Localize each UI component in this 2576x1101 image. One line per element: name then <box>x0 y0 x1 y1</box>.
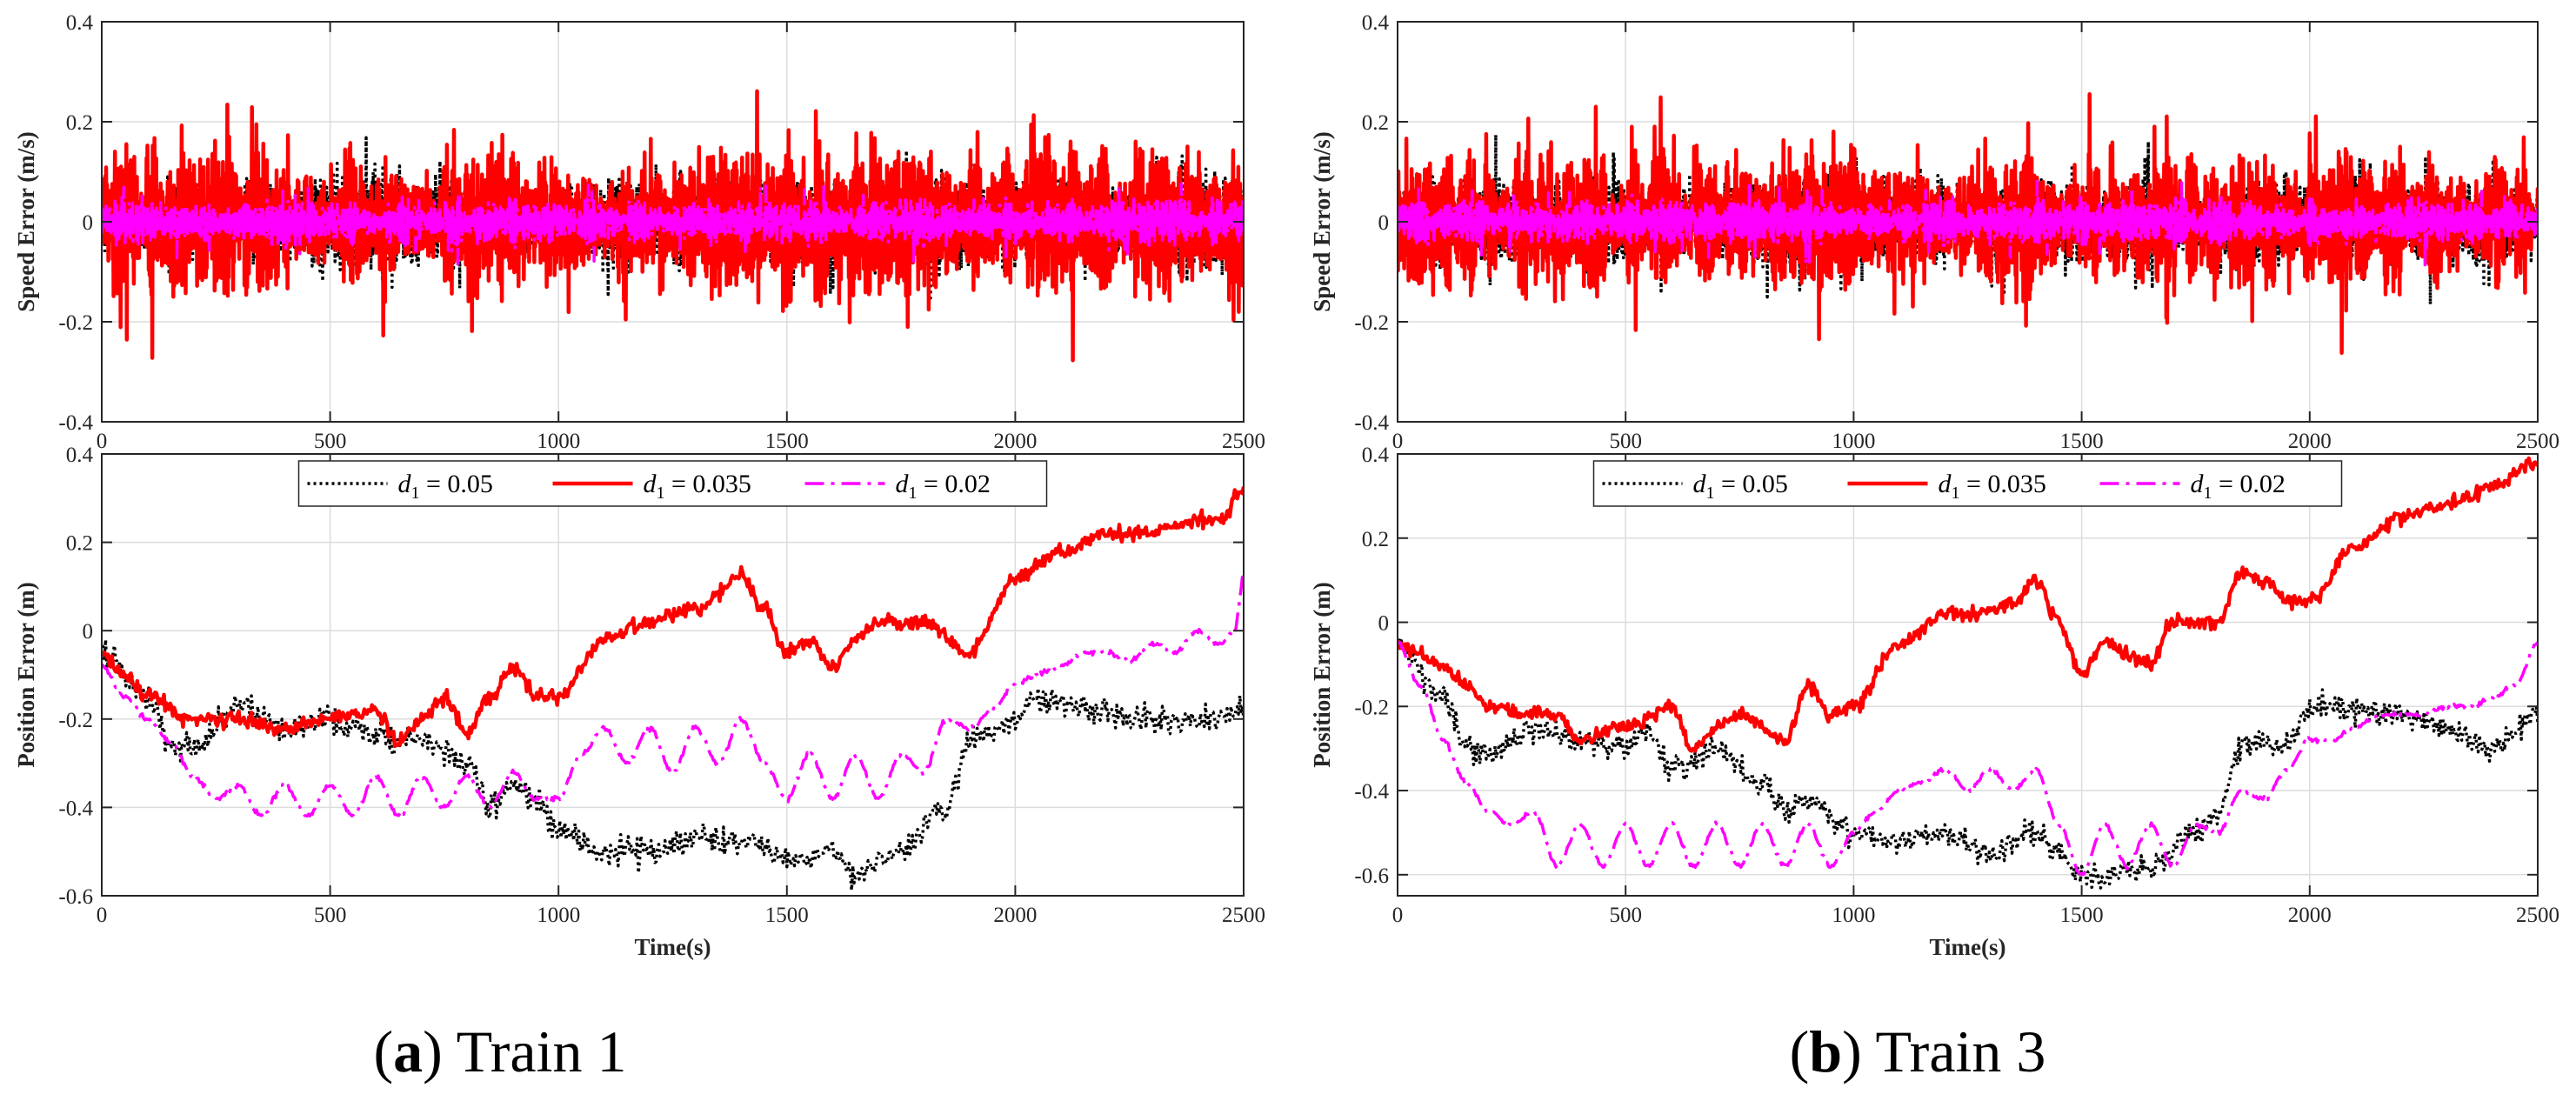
y-tick-label: -0.4 <box>58 797 93 820</box>
y-tick-label: 0.2 <box>1362 111 1389 135</box>
y-tick-label: 0.2 <box>66 111 93 135</box>
legend-label: d1 = 0.035 <box>1939 470 2046 503</box>
y-tick-label: 0 <box>1378 211 1390 235</box>
caption-b: (b) Train 3 <box>1790 1018 2046 1084</box>
x-tick-label: 0 <box>97 904 108 927</box>
x-tick-label: 1500 <box>2060 904 2104 927</box>
series-line-solid <box>1398 456 2538 753</box>
legend-label: d1 = 0.035 <box>644 470 751 503</box>
x-tick-label: 2500 <box>2516 430 2559 453</box>
panel-b-position: 0 500 1000 1500 2000 2500 -0.6 -0.4 -0.2 0 0.2 0.4 P… <box>1309 444 2559 960</box>
caption-b-label: b <box>1809 1018 1842 1084</box>
plot-area <box>1398 454 2538 896</box>
y-tick-label: -0.4 <box>1354 780 1389 804</box>
axes-frame <box>1397 453 2539 897</box>
legend: d1 = 0.05 d1 = 0.035 d1 = 0.02 <box>297 460 1048 507</box>
series-line-solid <box>102 486 1244 749</box>
series-line-dash-dot <box>102 575 1244 818</box>
y-axis-label: Position Error (m) <box>1309 582 1335 767</box>
legend-box <box>297 460 1048 507</box>
series-group <box>102 89 1244 363</box>
series-group <box>102 486 1244 892</box>
x-tick-label: 0 <box>97 430 108 453</box>
panel-a-position: 0 500 1000 1500 2000 2500 -0.6 -0.4 -0.2 0 0.2 0.4 P… <box>13 444 1265 960</box>
x-tick-label: 2500 <box>2516 904 2559 927</box>
caption-a-label: a <box>393 1018 423 1084</box>
series-line-dotted <box>102 637 1244 892</box>
legend-box <box>1592 460 2343 507</box>
x-tick-label: 2500 <box>1222 430 1265 453</box>
x-axis-label: Time(s) <box>1930 934 2006 960</box>
caption-a: (a) Train 1 <box>374 1018 627 1084</box>
x-tick-label: 1000 <box>537 904 580 927</box>
y-tick-label: 0.4 <box>1362 11 1390 35</box>
x-tick-label: 1000 <box>1832 430 1875 453</box>
y-tick-label: 0.4 <box>1362 444 1390 467</box>
caption-a-text: Train 1 <box>443 1018 627 1084</box>
y-tick-label: -0.6 <box>1354 864 1389 888</box>
legend: d1 = 0.05 d1 = 0.035 d1 = 0.02 <box>1592 460 2343 507</box>
series-line-dash-dot <box>102 182 1244 267</box>
y-axis-label: Speed Error (m/s) <box>1309 131 1335 311</box>
series-line-dash-dot <box>1398 640 2538 877</box>
plot-area <box>102 454 1244 896</box>
x-axis-label: Time(s) <box>635 934 711 960</box>
y-axis-label: Position Error (m) <box>13 582 39 767</box>
series-group <box>1398 92 2538 356</box>
x-tick-label: 500 <box>1609 430 1642 453</box>
x-tick-label: 1500 <box>765 904 809 927</box>
y-tick-label: 0 <box>83 211 94 235</box>
x-tick-label: 1500 <box>765 430 809 453</box>
y-tick-label: -0.4 <box>1354 411 1389 435</box>
x-tick-label: 1000 <box>537 430 580 453</box>
y-tick-label: 0.4 <box>66 11 94 35</box>
x-tick-label: 500 <box>1609 904 1642 927</box>
y-tick-label: 0.2 <box>66 532 93 556</box>
series-group <box>1398 456 2538 890</box>
caption-b-text: Train 3 <box>1862 1018 2046 1084</box>
y-tick-label: 0.2 <box>1362 528 1389 551</box>
series-line-dash-dot <box>1398 179 2538 270</box>
x-tick-label: 2000 <box>2288 430 2332 453</box>
y-tick-label: 0 <box>83 620 94 644</box>
y-tick-label: -0.2 <box>58 709 93 732</box>
y-tick-label: -0.2 <box>58 311 93 335</box>
x-tick-label: 2000 <box>993 430 1037 453</box>
x-tick-label: 1000 <box>1832 904 1875 927</box>
x-tick-label: 500 <box>314 904 347 927</box>
x-tick-label: 2000 <box>2288 904 2332 927</box>
y-tick-label: 0.4 <box>66 444 94 467</box>
y-tick-label: -0.4 <box>58 411 93 435</box>
axes-frame <box>101 453 1245 897</box>
x-tick-label: 1500 <box>2060 430 2104 453</box>
panel-a-speed: 0 500 1000 1500 2000 2500 -0.4 -0.2 0 0.2 0.4 Speed… <box>13 11 1265 453</box>
panel-b-speed: 0 500 1000 1500 2000 2500 -0.4 -0.2 0 0.2 0.4 Speed… <box>1309 11 2559 453</box>
x-tick-label: 2000 <box>993 904 1037 927</box>
y-axis-label: Speed Error (m/s) <box>13 131 39 311</box>
y-tick-label: -0.2 <box>1354 696 1389 719</box>
y-tick-label: -0.6 <box>58 885 93 909</box>
x-tick-label: 500 <box>314 430 347 453</box>
y-tick-label: 0 <box>1378 612 1390 636</box>
x-tick-label: 2500 <box>1222 904 1265 927</box>
legend-label: d1 = 0.02 <box>896 470 991 503</box>
series-line-dotted <box>1398 636 2538 890</box>
x-tick-label: 0 <box>1392 904 1404 927</box>
legend-label: d1 = 0.05 <box>398 470 493 503</box>
legend-label: d1 = 0.05 <box>1693 470 1788 503</box>
x-tick-label: 0 <box>1392 430 1404 453</box>
legend-label: d1 = 0.02 <box>2191 470 2286 503</box>
y-tick-label: -0.2 <box>1354 311 1389 335</box>
